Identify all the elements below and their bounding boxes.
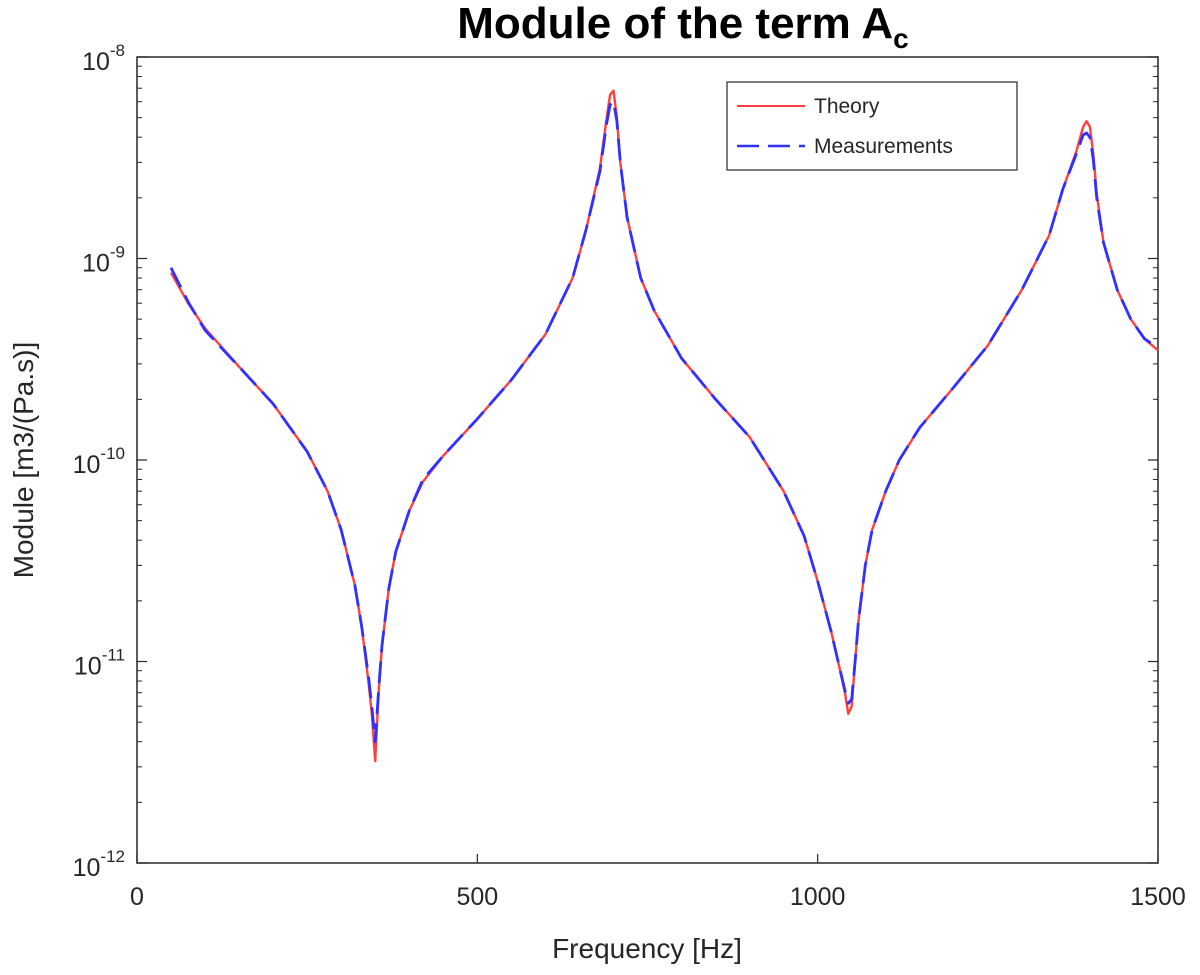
y-tick-label-m12: 10-12 xyxy=(73,847,125,882)
chart-title-subscript: c xyxy=(893,23,909,54)
y-tick-label-m8: 10-8 xyxy=(82,41,125,76)
plot-area xyxy=(136,56,1159,864)
legend-label-measurements: Measurements xyxy=(814,135,953,158)
y-axis-label: Module [m3/(Pa.s)] xyxy=(8,342,39,579)
y-tick-label-m9: 10-9 xyxy=(82,243,125,278)
x-axis-ticks: 0 500 1000 1500 xyxy=(130,854,1186,911)
y-axis-ticks: 10-12 10-11 10-10 10-9 10-8 xyxy=(73,41,1158,882)
legend-label-theory: Theory xyxy=(814,95,880,118)
y-tick-label-m11: 10-11 xyxy=(74,646,125,681)
chart-title: Module of the term Ac xyxy=(457,0,909,54)
series-line-measurements xyxy=(169,100,1159,744)
x-axis-label: Frequency [Hz] xyxy=(552,933,742,964)
y-tick-label-m10: 10-10 xyxy=(73,444,125,479)
legend-box xyxy=(726,81,1018,171)
x-tick-label-500: 500 xyxy=(456,883,498,911)
series-layer xyxy=(169,89,1159,763)
chart-title-text: Module of the term A xyxy=(457,0,893,48)
x-tick-label-1000: 1000 xyxy=(790,883,846,911)
x-tick-label-1500: 1500 xyxy=(1130,883,1186,911)
legend: Theory Measurements xyxy=(726,81,1018,171)
x-tick-label-0: 0 xyxy=(130,883,144,911)
